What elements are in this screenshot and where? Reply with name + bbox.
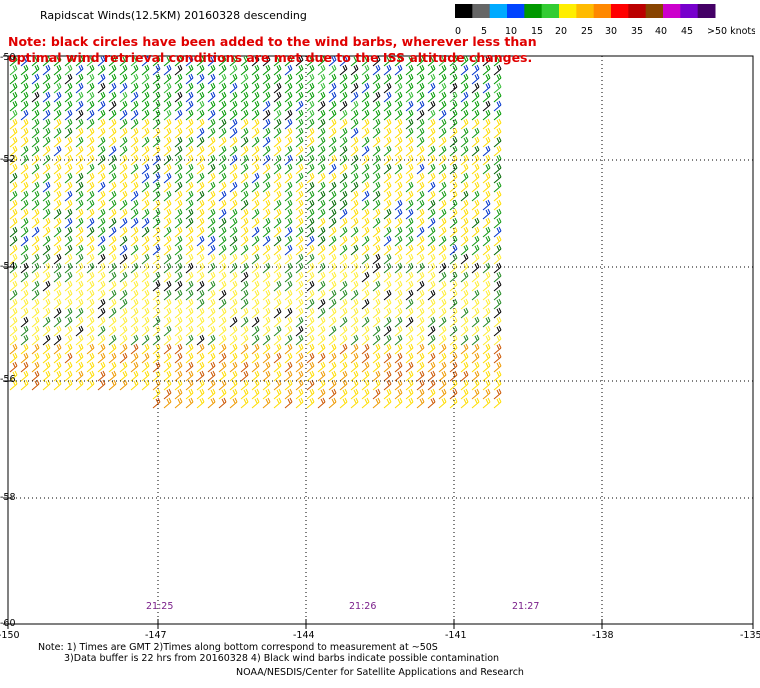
legend-swatch <box>472 4 491 18</box>
legend-swatch <box>645 4 664 18</box>
axis-ticks <box>3 55 754 629</box>
map-title: Rapidscat Winds(12.5KM) 20160328 descend… <box>40 9 307 22</box>
lat-label-54: -54 <box>0 261 16 272</box>
time-label-2125: 21:25 <box>146 601 174 612</box>
footer-note-1: Note: 1) Times are GMT 2)Times along bot… <box>38 642 438 653</box>
legend-tick-label: 35 <box>631 26 643 37</box>
legend-swatch <box>663 4 681 18</box>
time-label-2127: 21:27 <box>512 601 540 612</box>
legend-swatch <box>628 4 647 18</box>
contamination-note: Note: black circles have been added to t… <box>8 34 537 65</box>
lon-label-147: -147 <box>145 630 167 641</box>
legend-swatch <box>697 4 716 18</box>
map-frame <box>7 55 754 625</box>
lat-label-52: -52 <box>0 154 16 165</box>
lon-label-141: -141 <box>445 630 467 641</box>
footer-credit: NOAA/NESDIS/Center for Satellite Applica… <box>236 667 524 678</box>
legend-colorbar: 0 5 10 15 20 25 30 35 40 45 >50 knots <box>455 4 755 37</box>
lon-label-150: -150 <box>0 630 20 641</box>
legend-swatch <box>576 4 595 18</box>
legend-swatch <box>524 4 543 18</box>
legend-swatch <box>489 4 508 18</box>
legend-tick-label: 45 <box>681 26 693 37</box>
legend-tick-label: 5 <box>481 26 487 37</box>
legend-tick-label: 15 <box>531 26 543 37</box>
legend-swatch <box>559 4 577 18</box>
legend-tick-label: >50 knots <box>707 26 755 37</box>
legend-tick-label: 40 <box>655 26 667 37</box>
time-label-2126: 21:26 <box>349 601 377 612</box>
legend-tick-label: 30 <box>605 26 617 37</box>
legend-tick-label: 0 <box>455 26 461 37</box>
legend-swatch <box>593 4 612 18</box>
lat-label-58: -58 <box>0 492 16 503</box>
lon-label-135: -135 <box>740 630 760 641</box>
legend-swatch <box>680 4 699 18</box>
legend-tick-label: 10 <box>505 26 517 37</box>
footer-note-2: 3)Data buffer is 22 hrs from 20160328 4)… <box>64 653 500 664</box>
legend-swatch <box>541 4 560 18</box>
legend-swatch <box>611 4 629 18</box>
graticule <box>8 56 753 624</box>
legend-swatch <box>507 4 525 18</box>
lon-label-138: -138 <box>592 630 614 641</box>
lon-label-144: -144 <box>293 630 315 641</box>
wind-barbs <box>9 55 502 409</box>
lat-label-60: -60 <box>0 618 16 629</box>
legend-tick-label: 20 <box>555 26 567 37</box>
lat-label-56: -56 <box>0 374 16 385</box>
legend-swatch <box>455 4 473 18</box>
legend-tick-label: 25 <box>581 26 593 37</box>
lat-label-50: -50 <box>0 52 16 63</box>
